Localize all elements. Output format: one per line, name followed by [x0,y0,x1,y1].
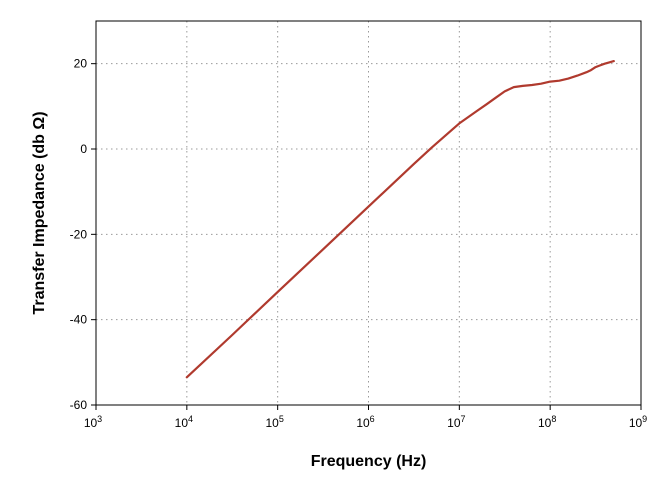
x-axis-title: Frequency (Hz) [311,453,427,470]
axis-ticks: 103 104 105 106 107 108 109 -60 -40 -20 0 20 [70,57,648,430]
grid-lines [96,21,641,405]
x-tick-label: 109 [629,414,647,430]
y-axis-title: Transfer Impedance (db Ω) [31,111,48,314]
series-line [185,59,615,379]
data-series [185,59,615,379]
x-tick-label: 105 [265,414,283,430]
x-tick-label: 107 [447,414,465,430]
y-tick-label: 20 [74,57,88,71]
x-tick-label: 103 [84,414,102,430]
x-tick-label: 104 [175,414,193,430]
y-tick-label: -40 [70,313,88,327]
x-tick-label: 108 [538,414,556,430]
x-tick-label: 106 [356,414,374,430]
y-tick-label: -20 [70,227,88,241]
y-tick-label: 0 [80,142,87,156]
y-tick-label: -60 [70,398,88,412]
